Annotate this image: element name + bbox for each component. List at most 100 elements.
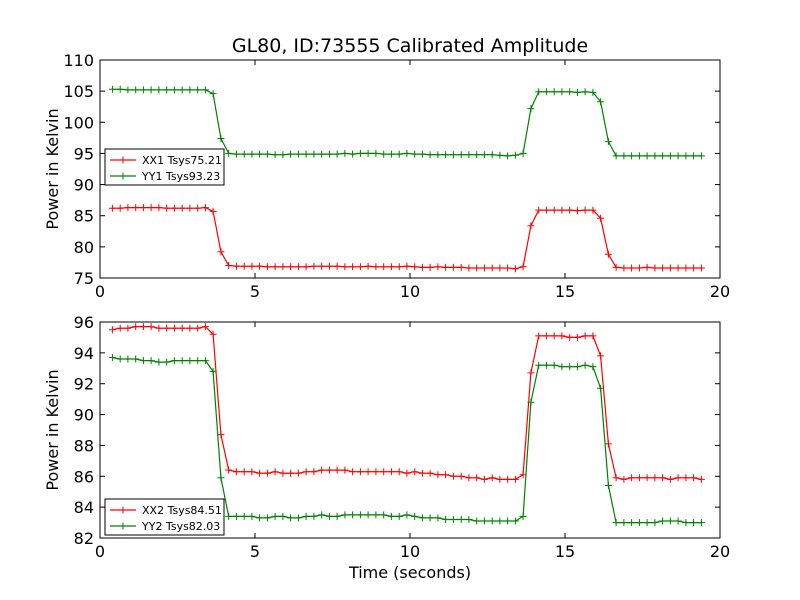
data-point	[635, 519, 643, 527]
data-point	[387, 468, 395, 476]
data-point	[473, 474, 481, 482]
data-point	[504, 152, 512, 160]
data-point	[240, 262, 248, 270]
data-point	[666, 517, 674, 525]
data-point	[573, 363, 581, 371]
data-point	[310, 512, 318, 520]
data-point	[434, 471, 442, 479]
data-point	[682, 474, 690, 482]
y-tick-label: 82	[74, 529, 94, 548]
data-point	[411, 512, 419, 520]
data-point	[256, 262, 264, 270]
data-point	[155, 358, 163, 366]
data-point	[139, 86, 147, 94]
data-point	[201, 86, 209, 94]
data-point	[697, 152, 705, 160]
data-point	[310, 468, 318, 476]
data-point	[217, 474, 225, 482]
data-point	[256, 150, 264, 158]
data-point	[465, 474, 473, 482]
data-point	[519, 263, 527, 271]
data-point	[186, 204, 194, 212]
data-point	[248, 262, 256, 270]
data-point	[139, 204, 147, 212]
y-tick-label: 75	[74, 269, 94, 288]
data-point	[372, 468, 380, 476]
data-point	[263, 150, 271, 158]
data-point	[248, 512, 256, 520]
data-point	[558, 332, 566, 340]
data-point	[535, 361, 543, 369]
data-point	[333, 512, 341, 520]
data-point	[589, 88, 597, 96]
data-point	[465, 264, 473, 272]
data-point	[372, 263, 380, 271]
data-point	[139, 323, 147, 331]
data-point	[163, 86, 171, 94]
x-tick-label: 15	[555, 542, 575, 561]
data-point	[573, 88, 581, 96]
data-point	[287, 469, 295, 477]
data-point	[628, 519, 636, 527]
data-point	[542, 88, 550, 96]
data-point	[480, 517, 488, 525]
data-point	[147, 204, 155, 212]
data-point	[566, 206, 574, 214]
data-point	[434, 263, 442, 271]
data-point	[178, 86, 186, 94]
data-point	[581, 332, 589, 340]
data-point	[271, 151, 279, 159]
data-point	[589, 363, 597, 371]
data-point	[542, 332, 550, 340]
x-tick-label: 20	[710, 282, 730, 301]
data-point	[116, 324, 124, 332]
data-point	[248, 468, 256, 476]
data-point	[604, 440, 612, 448]
data-point	[457, 151, 465, 159]
data-point	[302, 512, 310, 520]
data-point	[186, 357, 194, 365]
data-point	[124, 355, 132, 363]
data-point	[589, 332, 597, 340]
data-point	[418, 150, 426, 158]
data-point	[116, 85, 124, 93]
data-point	[387, 263, 395, 271]
x-tick-label: 5	[250, 282, 260, 301]
y-tick-label: 105	[63, 82, 94, 101]
data-point	[178, 324, 186, 332]
data-point	[620, 264, 628, 272]
data-point	[217, 431, 225, 439]
data-point	[294, 469, 302, 477]
legend-box	[104, 498, 225, 536]
data-point	[356, 511, 364, 519]
data-point	[682, 152, 690, 160]
data-point	[380, 511, 388, 519]
data-point	[612, 519, 620, 527]
series-1	[108, 323, 705, 483]
data-point	[558, 206, 566, 214]
data-point	[201, 204, 209, 212]
data-point	[163, 204, 171, 212]
data-point	[170, 324, 178, 332]
data-point	[473, 151, 481, 159]
data-point	[263, 469, 271, 477]
data-point	[659, 474, 667, 482]
data-point	[488, 517, 496, 525]
data-point	[519, 512, 527, 520]
data-point	[263, 514, 271, 522]
data-point	[659, 264, 667, 272]
data-point	[449, 263, 457, 271]
data-point	[449, 151, 457, 159]
data-point	[527, 398, 535, 406]
data-point	[604, 482, 612, 489]
data-point	[132, 204, 140, 212]
data-point	[132, 86, 140, 94]
data-point	[697, 475, 705, 483]
data-point	[597, 384, 605, 392]
y-tick-label: 88	[74, 436, 94, 455]
data-point	[457, 516, 465, 523]
data-point	[581, 88, 589, 96]
data-point	[108, 354, 116, 361]
data-point	[356, 149, 364, 157]
data-point	[263, 263, 271, 271]
